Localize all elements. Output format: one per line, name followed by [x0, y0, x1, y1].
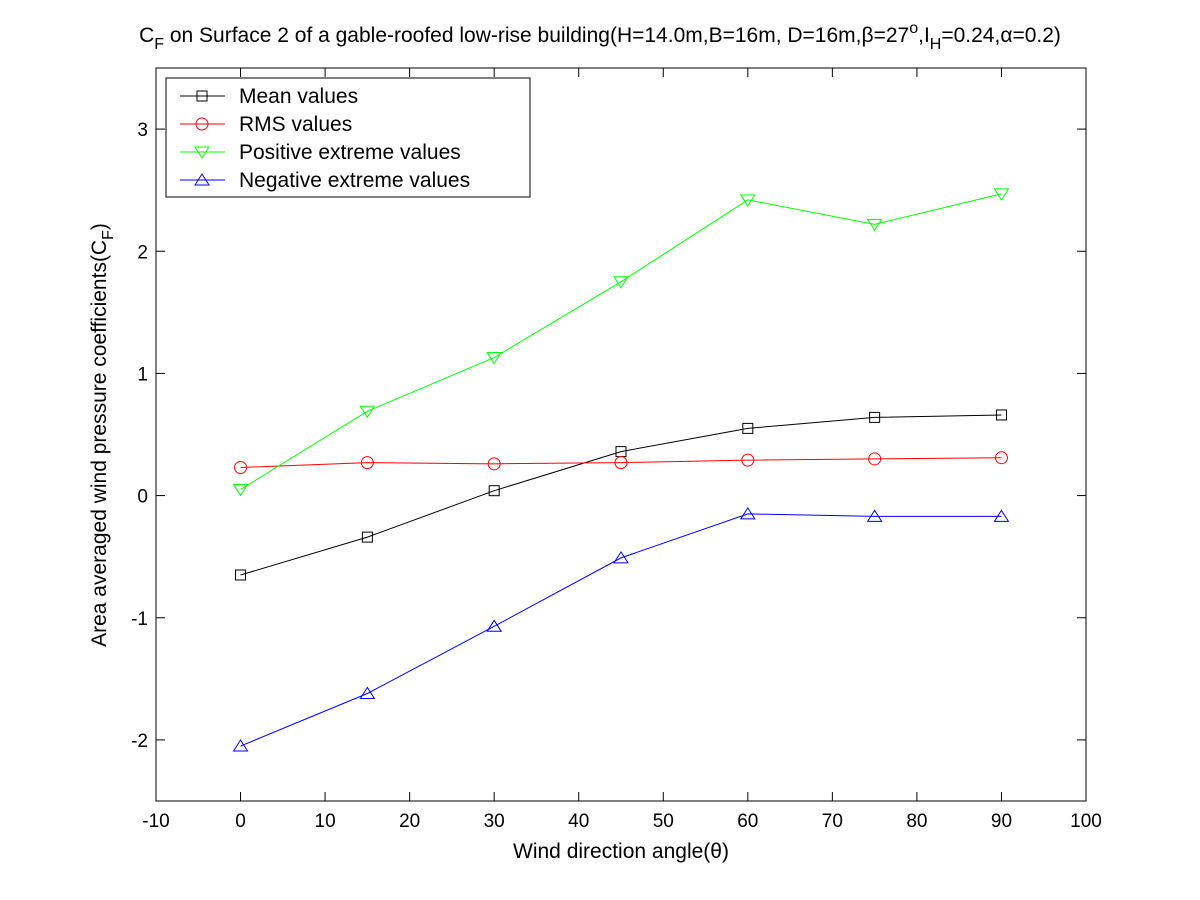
- legend-marker: [194, 146, 210, 159]
- data-point: [994, 451, 1008, 465]
- y-axis-label-close: ): [88, 223, 111, 230]
- legend-entry: Positive extreme values: [180, 141, 461, 164]
- x-axis-label-close: ): [722, 840, 729, 863]
- data-point: [739, 194, 756, 207]
- legend-label: Positive extreme values: [239, 141, 461, 164]
- x-tick-label: 60: [737, 811, 758, 832]
- legend: Mean values RMS values Positive extreme va…: [165, 77, 531, 198]
- x-axis-label-theta: θ: [710, 840, 722, 863]
- series-line: [240, 193, 1002, 490]
- x-tick-label: 80: [906, 811, 927, 832]
- y-tick-label: -2: [131, 731, 148, 752]
- x-tick-label: 30: [484, 811, 505, 832]
- legend-box: [165, 77, 531, 198]
- data-point: [235, 569, 247, 581]
- series-line: [240, 457, 1002, 468]
- data-point: [993, 188, 1010, 201]
- series-3: [232, 506, 1010, 752]
- x-axis-label-text: Wind direction angle(: [513, 840, 710, 863]
- title-comma-i: ,I: [918, 24, 930, 47]
- series-line: [240, 513, 1002, 747]
- legend-entry: Negative extreme values: [180, 169, 470, 192]
- data-point: [995, 409, 1007, 421]
- data-point: [739, 506, 756, 520]
- x-axis-label: Wind direction angle(θ): [513, 840, 729, 863]
- data-point: [234, 460, 248, 474]
- x-tick-label: 90: [991, 811, 1012, 832]
- x-tick-label: 10: [315, 811, 336, 832]
- x-tick-label: 50: [653, 811, 674, 832]
- title-ih-subscript: H: [930, 36, 942, 53]
- data-point: [361, 531, 373, 543]
- data-point: [232, 739, 249, 752]
- legend-entry: RMS values: [180, 113, 352, 136]
- title-main: on Surface 2 of a gable-roofed low-rise …: [164, 24, 861, 47]
- data-point: [866, 218, 883, 232]
- x-tick-label: 70: [822, 811, 843, 832]
- chart-title: CF on Surface 2 of a gable-roofed low-ri…: [139, 20, 1061, 53]
- series-line: [240, 414, 1002, 576]
- y-axis-label: Area averaged wind pressure coefficients…: [88, 223, 117, 647]
- title-degree: o: [909, 20, 918, 37]
- y-tick-label: 2: [137, 242, 148, 263]
- y-axis-label-text: Area averaged wind pressure coefficients…: [88, 240, 111, 647]
- legend-entries: Mean values RMS values Positive extreme va…: [180, 85, 470, 192]
- series-0: [235, 409, 1007, 581]
- data-point: [360, 456, 374, 470]
- title-prefix: C: [139, 24, 154, 47]
- y-tick-label: -1: [131, 609, 148, 630]
- x-tick-label: 20: [399, 811, 420, 832]
- y-axis-label-subscript: F: [100, 230, 117, 240]
- x-tick-label: 0: [235, 811, 246, 832]
- x-tick-label: 40: [568, 811, 589, 832]
- legend-marker: [195, 117, 209, 131]
- data-point: [486, 619, 503, 632]
- data-point: [359, 405, 376, 419]
- data-point: [869, 411, 881, 423]
- data-point: [359, 686, 376, 699]
- legend-label: Negative extreme values: [239, 169, 470, 192]
- title-alpha-symbol: α: [1000, 24, 1012, 47]
- data-point: [488, 485, 500, 497]
- data-point: [486, 352, 503, 365]
- x-tick-label: -10: [142, 811, 169, 832]
- data-point: [232, 483, 249, 497]
- data-point: [741, 453, 755, 467]
- title-beta-symbol: β: [861, 24, 873, 47]
- legend-marker: [194, 173, 210, 186]
- series-1: [234, 451, 1008, 474]
- data-point: [742, 422, 754, 434]
- title-ih-value: =0.24,: [941, 24, 1000, 47]
- x-tick-label: 100: [1070, 811, 1102, 832]
- series-2: [232, 188, 1010, 497]
- title-alpha-value: =0.2): [1012, 24, 1060, 47]
- data-point: [487, 457, 501, 471]
- legend-marker: [196, 90, 208, 102]
- legend-entry: Mean values: [180, 85, 358, 108]
- title-beta-value: =27: [874, 24, 910, 47]
- title-prefix-subscript: F: [154, 36, 164, 53]
- data-point: [613, 276, 629, 289]
- legend-label: RMS values: [239, 113, 352, 136]
- data-point: [866, 509, 883, 522]
- y-tick-label: 3: [137, 120, 148, 141]
- data-point: [868, 452, 882, 466]
- data-point: [613, 550, 629, 564]
- y-tick-label: 1: [137, 364, 148, 385]
- y-tick-label: 0: [137, 487, 148, 508]
- series-layer: [232, 188, 1010, 752]
- legend-label: Mean values: [239, 85, 358, 108]
- data-point: [993, 509, 1010, 522]
- data-point: [614, 456, 628, 470]
